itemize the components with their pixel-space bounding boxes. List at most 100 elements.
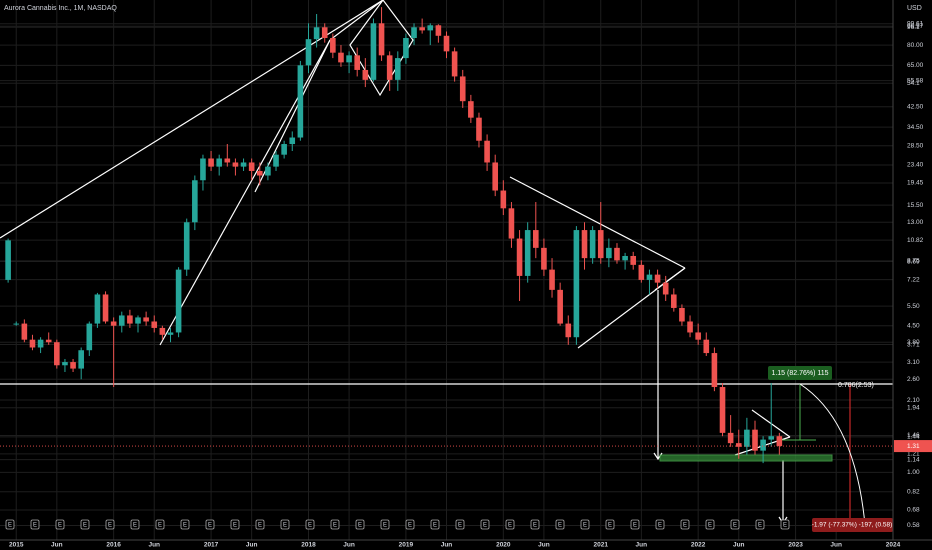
- x-tick-label: Jun: [441, 542, 453, 549]
- triangle-line: [654, 267, 686, 291]
- x-tick-label: Jun: [246, 542, 258, 549]
- candle-body: [45, 339, 52, 343]
- y-tick-label: 42.50: [907, 103, 924, 110]
- event-label: E: [783, 523, 787, 529]
- x-tick-label: 2019: [399, 542, 414, 549]
- candle-body: [29, 339, 36, 348]
- y-tick-label: 23.40: [907, 162, 924, 169]
- event-marker: [555, 519, 565, 530]
- y-tick-label: 2.10: [907, 397, 920, 404]
- candle-body: [524, 230, 531, 276]
- diamond-pattern: [349, 0, 414, 97]
- trend-line: [0, 0, 384, 239]
- event-marker: [730, 519, 740, 530]
- y-tick-label: 7.22: [907, 276, 920, 283]
- candle-body: [768, 436, 775, 440]
- event-label: E: [283, 523, 287, 529]
- candle-body: [557, 289, 563, 324]
- event-label: E: [133, 523, 137, 529]
- candle-body: [589, 230, 596, 259]
- candle-body: [313, 27, 320, 40]
- event-marker: [330, 519, 340, 530]
- candle-body: [37, 339, 44, 348]
- candle-body: [727, 432, 734, 444]
- candle-body: [200, 158, 206, 181]
- candle-body: [143, 317, 149, 322]
- price-axis: [893, 0, 932, 550]
- event-label: E: [683, 523, 687, 529]
- event-marker: [180, 519, 190, 530]
- event-label: E: [458, 523, 462, 529]
- event-marker: [280, 519, 290, 530]
- candle-body: [760, 439, 766, 451]
- candle-body: [484, 140, 490, 163]
- event-marker: [355, 519, 365, 530]
- measure-label-box: [768, 366, 832, 380]
- candle-body: [232, 162, 239, 167]
- candle-body: [330, 38, 336, 53]
- event-label: E: [433, 523, 437, 529]
- candle-body: [370, 23, 377, 80]
- x-tick-label: 2015: [9, 542, 24, 549]
- candle-body: [492, 162, 499, 191]
- candle-body: [581, 230, 588, 259]
- candle-body: [687, 321, 693, 333]
- candle-body: [703, 339, 710, 354]
- y-tick-label: 28.50: [907, 142, 924, 149]
- event-label: E: [733, 523, 737, 529]
- event-marker: [455, 519, 465, 530]
- candle-body: [565, 323, 572, 338]
- event-marker: [105, 519, 115, 530]
- candle-body: [606, 247, 612, 259]
- candle-body: [646, 274, 653, 280]
- candle-body: [248, 162, 255, 171]
- y-tick-label: 10.82: [907, 237, 924, 244]
- candle-body: [719, 387, 726, 433]
- candle-body: [151, 321, 158, 328]
- y-tick-label: 99.61: [907, 20, 924, 27]
- x-tick-label: 2017: [204, 542, 219, 549]
- event-label: E: [383, 523, 387, 529]
- y-tick-label: 80.00: [907, 42, 924, 49]
- candle-body: [695, 332, 701, 340]
- y-tick-label: 1.21: [907, 451, 920, 458]
- y-tick-label: 15.50: [907, 202, 924, 209]
- candle-body: [451, 51, 458, 77]
- y-tick-label: 0.68: [907, 507, 920, 514]
- candle-body: [671, 294, 677, 308]
- event-label: E: [208, 523, 212, 529]
- y-tick-label: 5.50: [907, 303, 920, 310]
- fib-label: 0.786(2.53): [838, 382, 874, 389]
- event-marker: [30, 519, 40, 530]
- triangle-line: [509, 176, 686, 269]
- event-label: E: [758, 523, 762, 529]
- x-tick-label: 2024: [886, 542, 901, 549]
- drawings: [0, 0, 893, 532]
- event-marker: [255, 519, 265, 530]
- y-tick-label: 96.1: [907, 24, 920, 31]
- candle-body: [216, 158, 222, 167]
- candle-body: [378, 23, 385, 56]
- candles: [5, 7, 783, 464]
- support-zone: [659, 454, 833, 462]
- currency: USD: [907, 5, 922, 12]
- event-marker: [605, 519, 615, 530]
- candle-body: [476, 117, 482, 141]
- y-tick-label: 0.58: [907, 522, 920, 529]
- measure-label: -1.97 (-77.37%) -197, (0.58): [812, 522, 893, 529]
- candle-body: [102, 294, 109, 322]
- event-label: E: [83, 523, 87, 529]
- event-marker: [530, 519, 540, 530]
- candle-body: [468, 101, 474, 118]
- event-label: E: [158, 523, 162, 529]
- candle-body: [597, 230, 604, 259]
- candle-body: [459, 76, 466, 102]
- candle-body: [435, 25, 442, 36]
- candle-body: [78, 350, 84, 369]
- event-marker: [430, 519, 440, 530]
- candle-body: [500, 190, 507, 209]
- y-tick-label: 1.46: [907, 432, 920, 439]
- event-label: E: [8, 523, 12, 529]
- event-marker: [155, 519, 165, 530]
